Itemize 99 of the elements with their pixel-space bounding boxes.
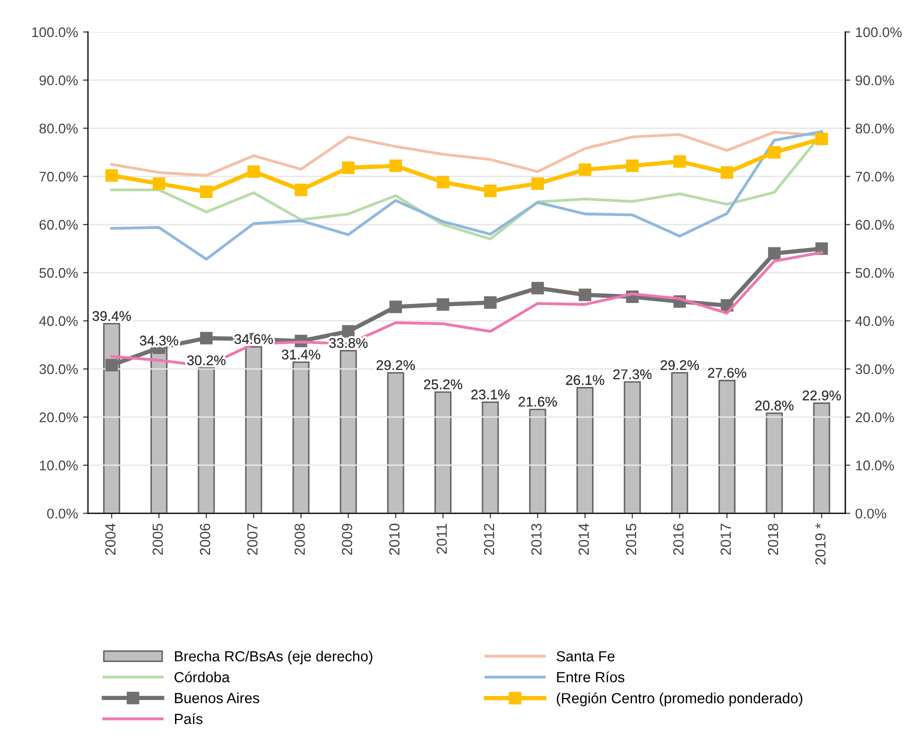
y-tick-label: 0.0% (47, 508, 78, 519)
bar (624, 381, 641, 514)
point (342, 325, 355, 338)
bar (576, 387, 594, 514)
point (578, 288, 592, 302)
y2-tick-label: 10.0% (856, 460, 894, 470)
y2-tick-label: 30.0% (856, 364, 894, 374)
legend-label: Brecha RC/BsAs (eje derecho) (175, 650, 372, 664)
data-label: 26.1% (566, 375, 604, 385)
data-label: 27.3% (613, 369, 652, 380)
point (436, 176, 450, 188)
bar (150, 348, 168, 514)
y-tick-label: 40.0% (39, 316, 78, 326)
y2-tick-label: 80.0% (856, 124, 894, 134)
data-label: 25.2% (424, 379, 462, 390)
bar (482, 401, 499, 514)
legend-label: (Región Centro (promedio ponderado) (556, 692, 802, 706)
y-tick-label: 80.0% (39, 124, 78, 134)
x-tick-label: 2007 (247, 524, 258, 555)
x-tick-label: 2004 (105, 524, 116, 555)
point (152, 177, 166, 190)
data-label: 21.6% (518, 396, 557, 407)
point (673, 155, 686, 168)
y-tick-label: 30.0% (39, 364, 78, 374)
point (105, 169, 118, 182)
x-tick-label: 2017 (720, 524, 731, 555)
point (531, 282, 544, 294)
point (294, 184, 308, 196)
x-tick-label: 2006 (200, 524, 210, 555)
x-tick-label: 2011 (436, 524, 447, 554)
data-label: 27.6% (708, 368, 746, 378)
legend-label: Santa Fe (556, 651, 614, 662)
point (436, 298, 450, 311)
data-label: 34.3% (140, 336, 178, 346)
bar (813, 402, 830, 514)
x-tick-label: 2012 (484, 524, 494, 555)
bar (340, 350, 357, 514)
y-tick-label: 90.0% (40, 75, 78, 86)
y2-tick-label: 0.0% (856, 508, 886, 519)
point (578, 163, 592, 176)
data-label: 22.9% (802, 390, 841, 400)
point (768, 247, 781, 260)
legend-label: País (175, 713, 202, 724)
y-tick-label: 100.0% (32, 27, 78, 38)
point (531, 177, 544, 190)
data-label: 39.4% (92, 311, 131, 321)
y-tick-label: 20.0% (40, 412, 78, 422)
bar (434, 391, 452, 514)
x-tick-label: 2015 (626, 524, 636, 555)
data-label: 20.8% (755, 400, 794, 410)
bar (529, 408, 546, 514)
y2-tick-label: 70.0% (856, 172, 894, 182)
bar (103, 323, 120, 514)
bar (671, 372, 688, 514)
x-tick-label: 2008 (294, 524, 305, 555)
point (105, 358, 118, 372)
point (200, 186, 213, 198)
bar (387, 372, 404, 514)
point (484, 184, 497, 198)
point (247, 165, 260, 178)
y2-tick-label: 40.0% (855, 316, 894, 326)
legend-label: Entre Ríos (557, 671, 624, 682)
bar (718, 380, 736, 514)
x-tick-label: 2019 * (815, 523, 826, 565)
y2-tick-label: 60.0% (856, 220, 894, 230)
point (484, 296, 497, 309)
point (815, 132, 828, 146)
y2-tick-label: 20.0% (856, 412, 894, 422)
point (342, 161, 355, 174)
y-tick-label: 10.0% (40, 460, 78, 470)
bar (766, 412, 783, 514)
y2-tick-label: 100.0% (856, 27, 902, 38)
point (768, 146, 781, 159)
data-label: 23.1% (471, 390, 510, 400)
bar (198, 367, 215, 514)
bar (245, 346, 262, 514)
legend-label: Córdoba (174, 671, 230, 682)
data-label: 29.2% (660, 360, 699, 370)
y-tick-label: 60.0% (40, 220, 78, 230)
x-tick-label: 2005 (152, 524, 163, 555)
x-tick-label: 2018 (768, 524, 778, 555)
y2-tick-label: 90.0% (856, 75, 894, 86)
bar (292, 362, 310, 514)
point (200, 332, 213, 344)
x-tick-label: 2014 (578, 524, 589, 555)
point (720, 166, 734, 179)
legend-label: Buenos Aires (175, 692, 260, 704)
data-label: 31.4% (282, 350, 320, 360)
x-tick-label: 2016 (673, 524, 684, 555)
y-tick-label: 50.0% (39, 268, 78, 278)
data-label: 29.2% (376, 360, 415, 370)
x-tick-label: 2013 (531, 524, 542, 555)
x-tick-label: 2009 (342, 524, 352, 555)
point (389, 160, 402, 172)
x-tick-label: 2010 (389, 524, 400, 555)
y-tick-label: 70.0% (40, 172, 78, 182)
point (389, 300, 402, 314)
y2-tick-label: 50.0% (856, 268, 894, 278)
point (626, 160, 639, 172)
